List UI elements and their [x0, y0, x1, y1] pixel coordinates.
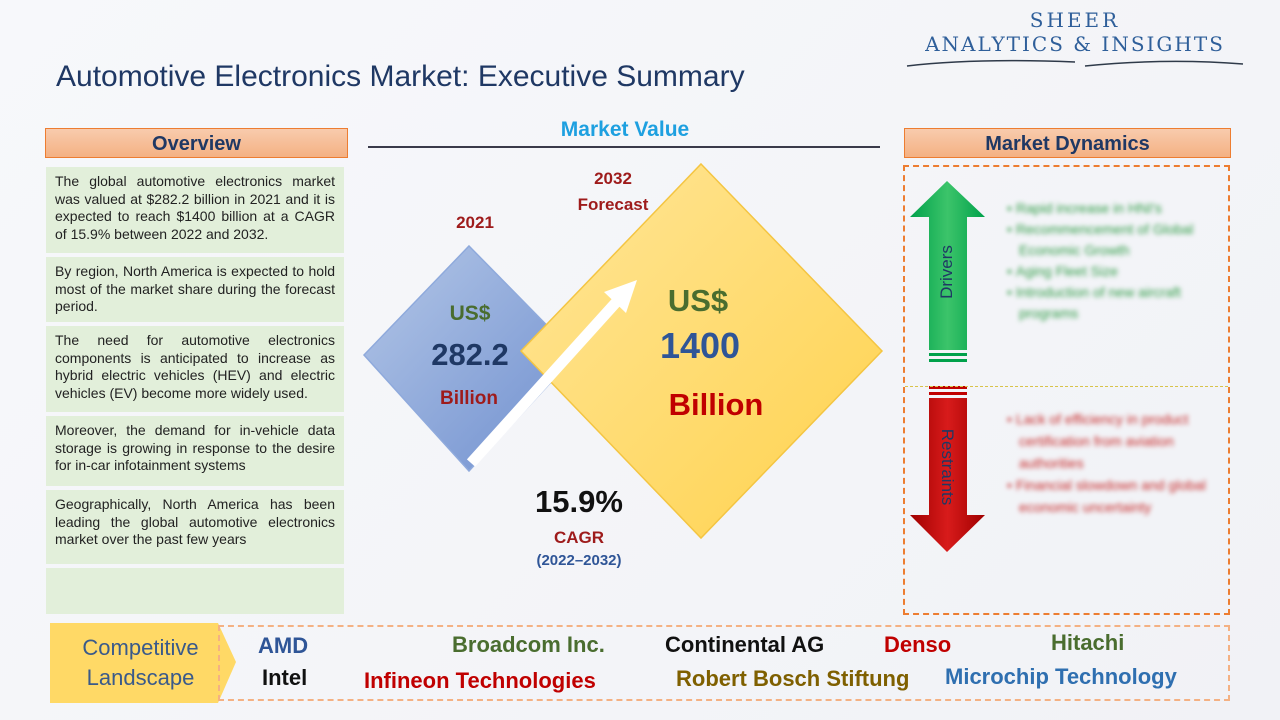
year-2021-label: 2021: [456, 213, 494, 232]
restraint-item: Financial slowdown and global economic u…: [1016, 474, 1229, 518]
competitive-label-line-1: Competitive: [82, 635, 199, 660]
restraints-list: Lack of efficiency in product certificat…: [1005, 408, 1229, 518]
company-hitachi: Hitachi: [1051, 630, 1125, 655]
company-bosch: Robert Bosch Stiftung: [676, 666, 910, 691]
driver-item: Aging Fleet Size: [1016, 261, 1229, 282]
overview-empty-box: [46, 568, 344, 614]
year-2032-forecast-label: Forecast: [577, 195, 649, 214]
value-2032-number: 1400: [659, 325, 741, 366]
cagr-period: (2022–2032): [536, 552, 622, 569]
brand-swoosh-icon: [906, 59, 1244, 67]
restraints-label: Restraints: [938, 428, 957, 506]
company-infineon: Infineon Technologies: [364, 668, 596, 693]
year-2032-label: 2032: [594, 169, 632, 188]
company-broadcom: Broadcom Inc.: [452, 632, 605, 657]
market-dynamics-frame: [903, 165, 1230, 615]
value-2021-number: 282.2: [431, 337, 509, 372]
value-2032-currency: US$: [667, 283, 729, 318]
market-value-divider: [368, 146, 880, 148]
driver-item: Introduction of new aircraft programs: [1016, 282, 1229, 324]
company-intel: Intel: [262, 665, 308, 690]
overview-paragraph: By region, North America is expected to …: [46, 257, 344, 322]
company-denso: Denso: [884, 632, 952, 657]
value-2021-unit: Billion: [439, 388, 499, 409]
overview-paragraph: The need for automotive electronics comp…: [46, 326, 344, 412]
company-amd: AMD: [258, 633, 309, 658]
market-dynamics-header: Market Dynamics: [904, 128, 1231, 158]
cagr-value: 15.9%: [535, 484, 623, 519]
market-dynamics-divider: [905, 386, 1228, 387]
market-value-title: Market Value: [560, 118, 690, 141]
page-title: Automotive Electronics Market: Executive…: [56, 60, 745, 93]
value-2021-currency: US$: [449, 302, 491, 325]
value-2032-unit: Billion: [668, 387, 764, 422]
company-microchip: Microchip Technology: [945, 664, 1177, 689]
driver-item: Rapid increase in HNI's: [1016, 198, 1229, 219]
growth-arrow-head-icon: [604, 280, 637, 313]
drivers-list: Rapid increase in HNI's Recommencement o…: [1005, 198, 1229, 324]
overview-paragraph: Geographically, North America has been l…: [46, 490, 344, 564]
brand-line-1: SHEER: [1029, 8, 1121, 32]
competitive-frame: [218, 625, 1230, 701]
overview-paragraph: Moreover, the demand for in-vehicle data…: [46, 416, 344, 486]
overview-header: Overview: [45, 128, 348, 158]
restraint-item: Lack of efficiency in product certificat…: [1016, 408, 1229, 474]
competitive-label: Competitive Landscape: [58, 633, 223, 693]
overview-paragraph: The global automotive electronics market…: [46, 167, 344, 253]
drivers-label: Drivers: [937, 245, 956, 299]
cagr-label: CAGR: [553, 528, 605, 547]
driver-item: Recommencement of Global Economic Growth: [1016, 219, 1229, 261]
company-continental: Continental AG: [665, 632, 825, 657]
brand-line-2: ANALYTICS & INSIGHTS: [925, 32, 1225, 56]
brand-logo: SHEER ANALYTICS & INSIGHTS: [905, 8, 1245, 72]
competitive-label-line-2: Landscape: [86, 665, 195, 690]
